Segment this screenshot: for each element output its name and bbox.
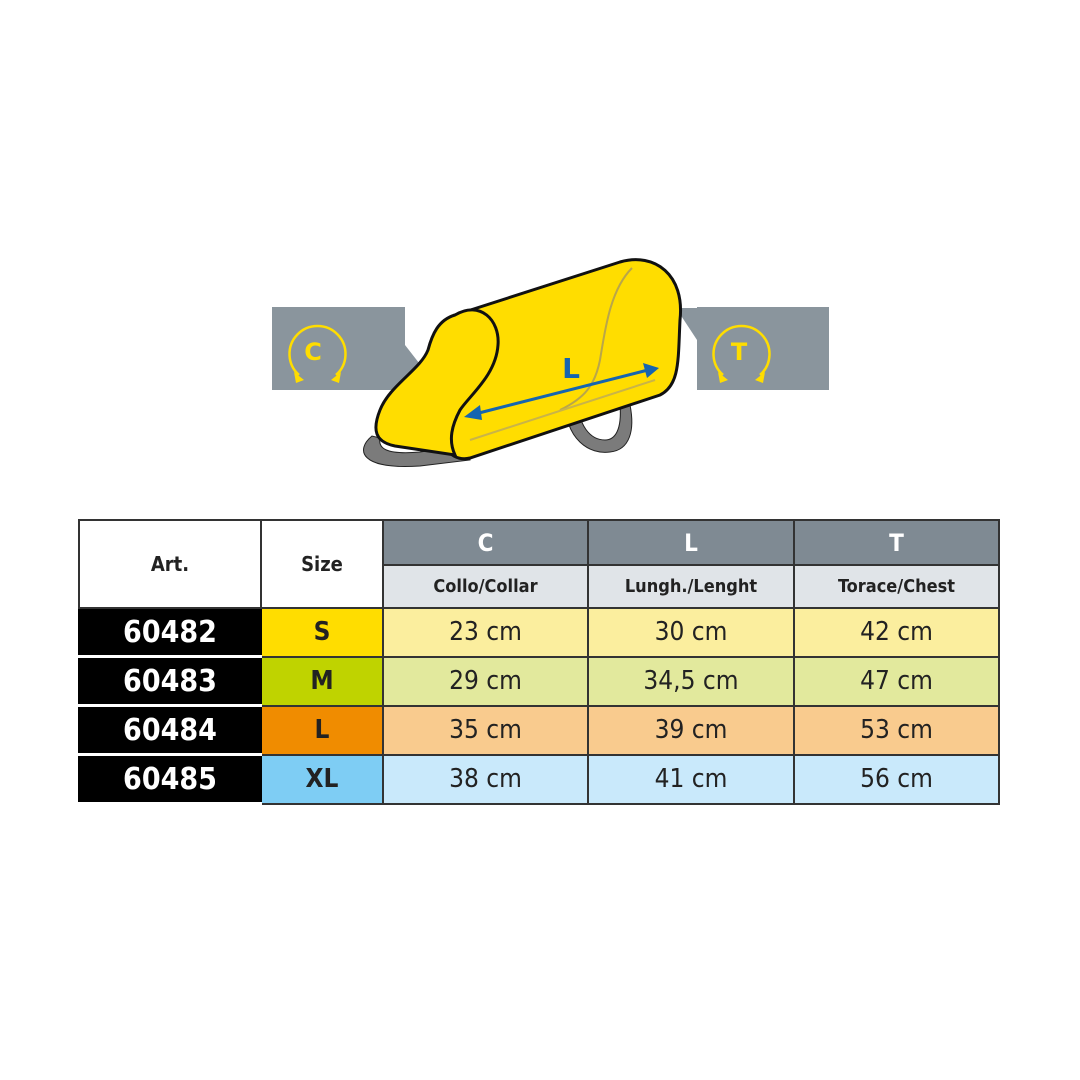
svg-text:T: T: [731, 338, 748, 366]
table-row: 60485 XL 38 cm 41 cm 56 cm: [78, 753, 1000, 805]
table-row: 60482 S 23 cm 30 cm 42 cm: [78, 607, 1000, 658]
chest-measure-icon: T: [712, 324, 771, 383]
size-label: L: [260, 704, 384, 756]
art-number: 60485: [78, 753, 262, 805]
table-row: 60483 M 29 cm 34,5 cm 47 cm: [78, 655, 1000, 707]
collar-value: 23 cm: [382, 607, 589, 658]
header-length: Lungh./Lenght: [587, 564, 795, 609]
svg-text:C: C: [304, 338, 322, 366]
size-label: S: [260, 607, 384, 658]
header-letter-l: L: [587, 519, 795, 565]
length-value: 34,5 cm: [587, 655, 795, 707]
header-art: Art.: [78, 519, 262, 609]
chest-value: 56 cm: [793, 753, 1000, 805]
collar-value: 29 cm: [382, 655, 589, 707]
length-value: 39 cm: [587, 704, 795, 756]
header-letter-c: C: [382, 519, 589, 565]
art-number: 60482: [78, 607, 262, 658]
chest-label-box: [676, 307, 829, 390]
size-label: M: [260, 655, 384, 707]
collar-value: 35 cm: [382, 704, 589, 756]
size-chart-table: Art. Size C L T Collo/Collar Lungh./Leng…: [78, 519, 1000, 805]
header-collar: Collo/Collar: [382, 564, 589, 609]
header-letter-t: T: [793, 519, 1000, 565]
coat-neck: [374, 308, 500, 457]
belly-strap: [363, 435, 471, 468]
art-number: 60483: [78, 655, 262, 707]
table-row: 60484 L 35 cm 39 cm 53 cm: [78, 704, 1000, 756]
art-number: 60484: [78, 704, 262, 756]
collar-value: 38 cm: [382, 753, 589, 805]
length-value: 30 cm: [587, 607, 795, 658]
collar-measure-icon: C: [288, 324, 347, 383]
chest-value: 53 cm: [793, 704, 1000, 756]
chest-value: 42 cm: [793, 607, 1000, 658]
header-chest: Torace/Chest: [793, 564, 1000, 609]
size-label: XL: [260, 753, 384, 805]
dog-coat-illustration: C T L: [272, 258, 829, 468]
chest-value: 47 cm: [793, 655, 1000, 707]
svg-text:L: L: [562, 352, 580, 385]
header-size: Size: [260, 519, 384, 609]
length-arrow-icon: L: [464, 352, 659, 420]
length-value: 41 cm: [587, 753, 795, 805]
